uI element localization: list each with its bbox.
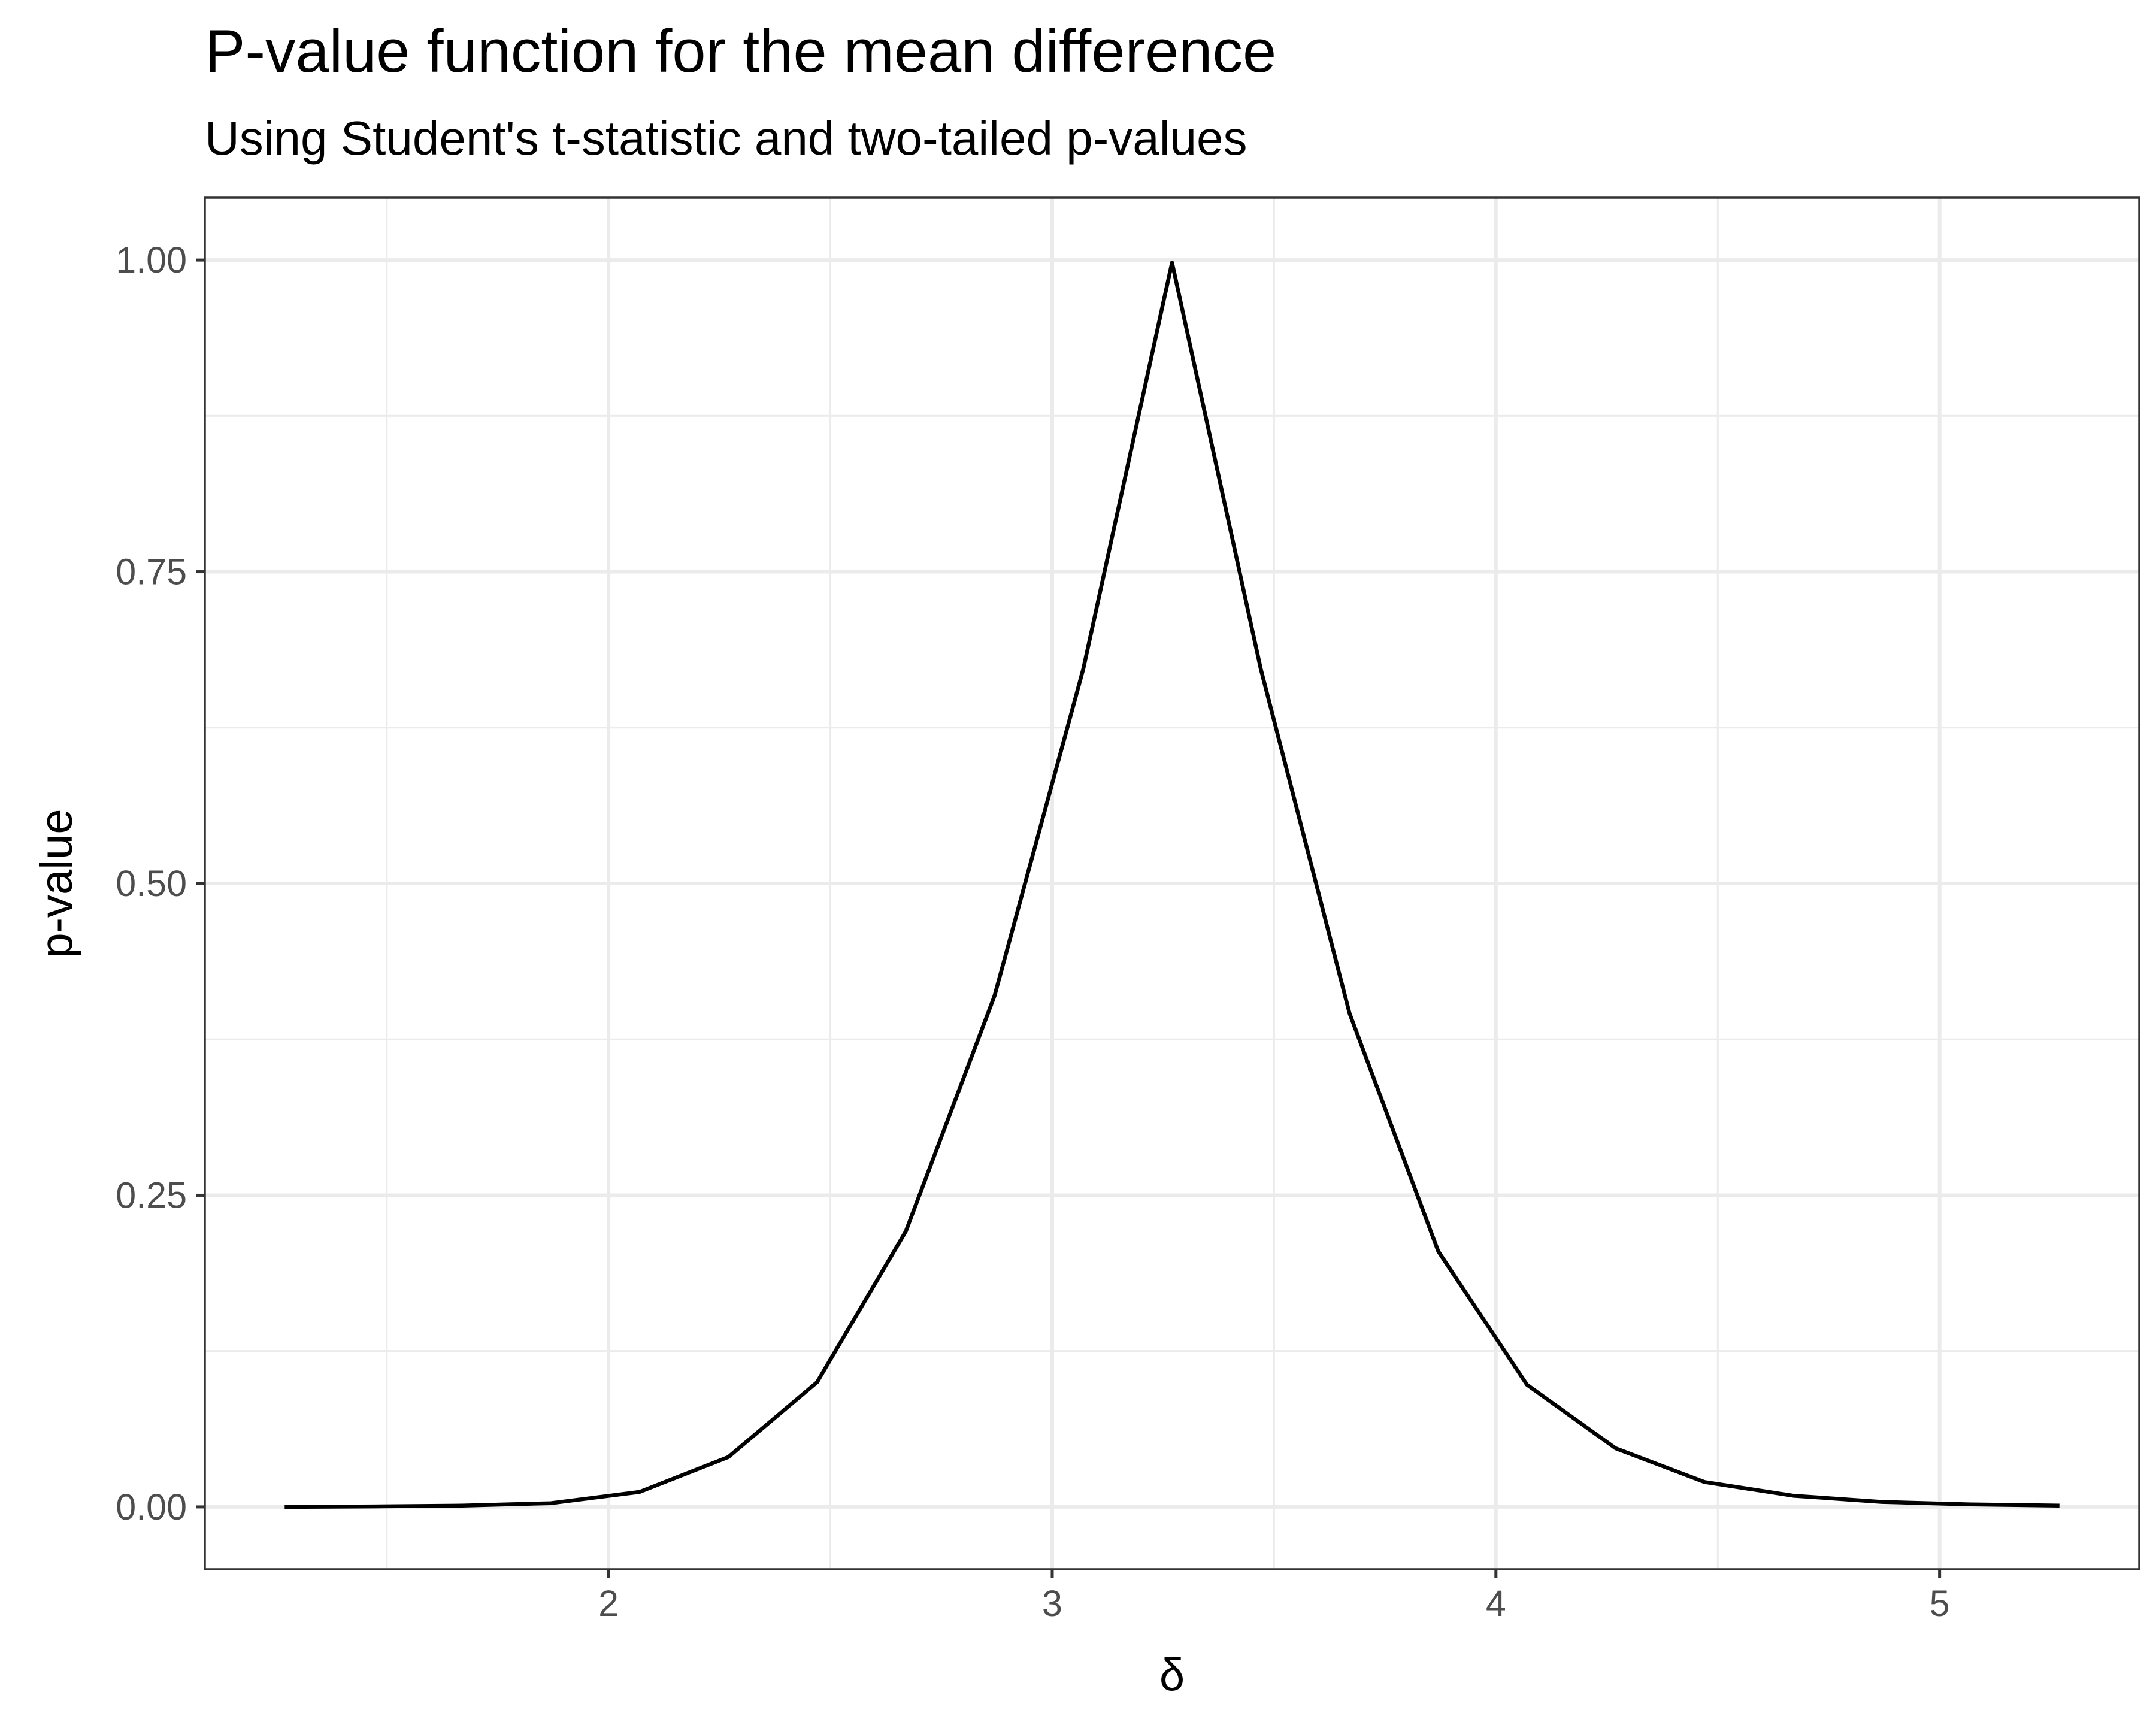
data-series xyxy=(284,261,2060,1509)
x-tick-label: 4 xyxy=(1486,1583,1506,1624)
chart-subtitle: Using Student's t-statistic and two-tail… xyxy=(205,111,1247,165)
x-tick-label: 2 xyxy=(598,1583,619,1624)
y-tick-label: 0.00 xyxy=(116,1487,187,1527)
y-tick-label: 0.75 xyxy=(116,552,187,592)
y-tick-label: 0.50 xyxy=(116,863,187,904)
x-tick-label: 5 xyxy=(1930,1583,1950,1624)
axes: 2 3 4 5 0.00 0.25 0.50 0.75 1.00 xyxy=(116,240,1949,1624)
p-value-curve xyxy=(284,261,2060,1509)
y-axis-title: p-value xyxy=(31,809,82,958)
x-tick-label: 3 xyxy=(1042,1583,1062,1624)
y-tick-label: 0.25 xyxy=(116,1175,187,1215)
x-axis-title: δ xyxy=(1159,1650,1185,1700)
y-tick-label: 1.00 xyxy=(116,240,187,280)
chart-title: P-value function for the mean difference xyxy=(205,18,1276,85)
